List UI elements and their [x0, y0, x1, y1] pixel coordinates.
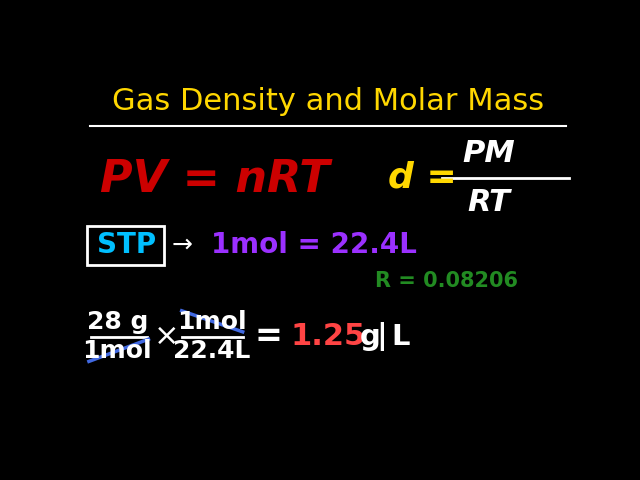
- Text: 1.25: 1.25: [291, 322, 366, 351]
- Text: ×: ×: [154, 322, 180, 351]
- Text: R = 0.08206: R = 0.08206: [375, 271, 518, 291]
- Text: PV = nRT: PV = nRT: [100, 158, 330, 201]
- Text: 28 g: 28 g: [86, 310, 148, 334]
- Text: 22.4L: 22.4L: [173, 339, 250, 363]
- FancyBboxPatch shape: [88, 226, 164, 264]
- Text: =: =: [255, 320, 282, 353]
- Text: PM: PM: [463, 139, 516, 168]
- Text: d =: d =: [388, 161, 456, 195]
- Text: L: L: [392, 323, 410, 351]
- Text: STP: STP: [97, 231, 156, 259]
- Text: Gas Density and Molar Mass: Gas Density and Molar Mass: [112, 87, 544, 117]
- Text: 1mol: 1mol: [83, 339, 152, 363]
- Text: 1mol = 22.4L: 1mol = 22.4L: [211, 231, 417, 259]
- Text: →: →: [171, 233, 192, 257]
- Text: 1mol: 1mol: [177, 310, 246, 334]
- Text: |: |: [376, 322, 387, 351]
- Text: g: g: [360, 323, 381, 351]
- Text: RT: RT: [468, 188, 511, 217]
